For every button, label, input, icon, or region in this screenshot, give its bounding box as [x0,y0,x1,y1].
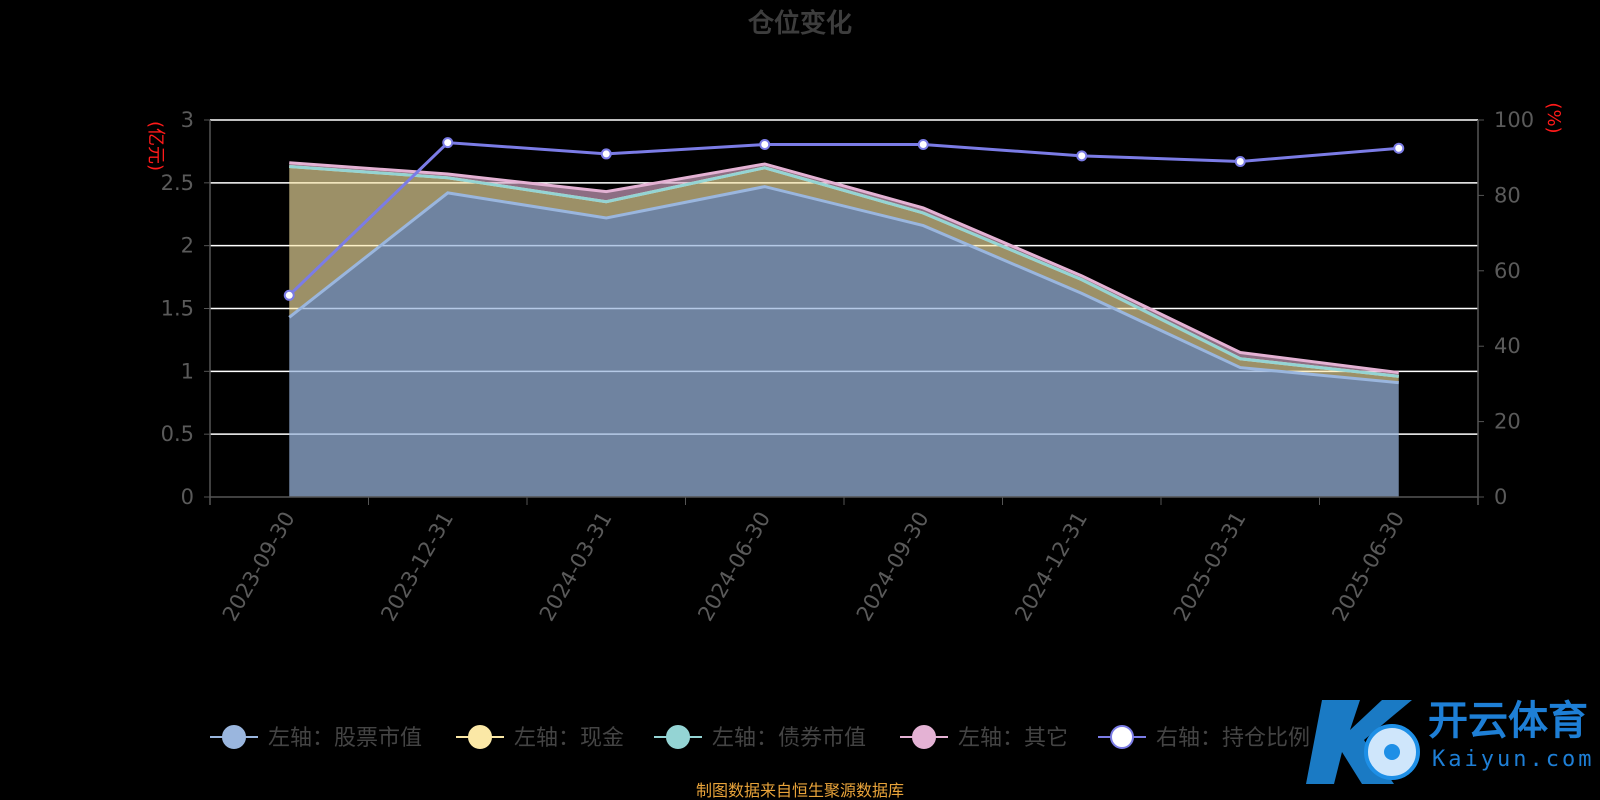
right-tick-label: 60 [1494,259,1521,283]
legend-label: 左轴：股票市值 [268,726,422,751]
area-edge-1 [288,185,1399,385]
x-tick-label: 2023-09-30 [218,508,300,626]
legend: 左轴：股票市值 左轴：现金 左轴：债券市值 左轴：其它 右轴：持仓比例 [210,725,1310,751]
ratio-point [1234,155,1246,167]
x-tick-label: 2024-09-30 [852,508,934,626]
watermark-logo: 开云体育 Kaiyun.com [1306,698,1594,784]
legend-item: 左轴：其它 [900,725,1068,751]
area-edge-3 [289,165,1399,378]
x-tick-labels: 2023-09-30 2023-12-31 2024-03-31 2024-06-30… [218,508,1409,626]
right-tick-label: 0 [1494,485,1507,509]
right-tick-label: 40 [1494,334,1521,358]
x-tick-label: 2024-06-30 [693,508,775,626]
x-tick-label: 2025-03-31 [1169,508,1251,626]
ratio-point [1393,142,1405,154]
position-ratio-line [283,137,1405,301]
legend-swatch-marker [222,725,246,749]
legend-label: 左轴：债券市值 [712,726,866,751]
legend-swatch-marker [912,725,936,749]
ratio-point [1076,150,1088,162]
x-tick-label: 2024-03-31 [535,508,617,626]
ratio-line-path [288,141,1399,297]
left-tick-label: 0.5 [161,422,194,446]
left-tick-label: 2 [181,234,194,258]
legend-swatch-marker [1110,725,1134,749]
right-tick-label: 20 [1494,410,1521,434]
watermark-url-text: Kaiyun.com [1432,747,1594,772]
left-tick-label: 1 [181,359,194,383]
legend-swatch-marker [468,725,492,749]
legend-swatch-marker [666,725,690,749]
left-tick-label: 2.5 [161,171,194,195]
left-tick-label: 0 [181,485,194,509]
legend-label: 左轴：其它 [958,726,1068,751]
right-tick-label: 80 [1494,183,1521,207]
legend-label: 右轴：持仓比例 [1156,726,1310,751]
legend-item: 左轴：现金 [456,725,624,751]
ratio-point [283,289,295,301]
left-tick-label: 3 [181,108,194,132]
chart-title: 仓位变化 [747,8,852,39]
x-tick-label: 2023-12-31 [376,508,458,626]
legend-item: 左轴：股票市值 [210,725,422,751]
legend-item: 左轴：债券市值 [654,725,866,751]
watermark-brand-text: 开云体育 [1428,698,1588,744]
ratio-point [759,139,771,151]
left-tick-label: 1.5 [161,297,194,321]
area-edge-4 [289,161,1399,375]
axes [209,120,1479,505]
area-1 [289,186,1399,497]
ratio-point [917,139,929,151]
x-tick-label: 2024-12-31 [1010,508,1092,626]
x-tick-label: 2025-06-30 [1327,508,1409,626]
right-axis-unit: (%) [1543,102,1564,133]
legend-item: 右轴：持仓比例 [1098,725,1310,751]
ratio-point [600,148,612,160]
left-axis-unit: (亿元) [145,121,166,171]
right-tick-label: 100 [1494,108,1534,132]
ratio-point [442,137,454,149]
source-note: 制图数据来自恒生聚源数据库 [696,781,904,800]
legend-label: 左轴：现金 [514,726,624,751]
stacked-areas [288,161,1399,497]
